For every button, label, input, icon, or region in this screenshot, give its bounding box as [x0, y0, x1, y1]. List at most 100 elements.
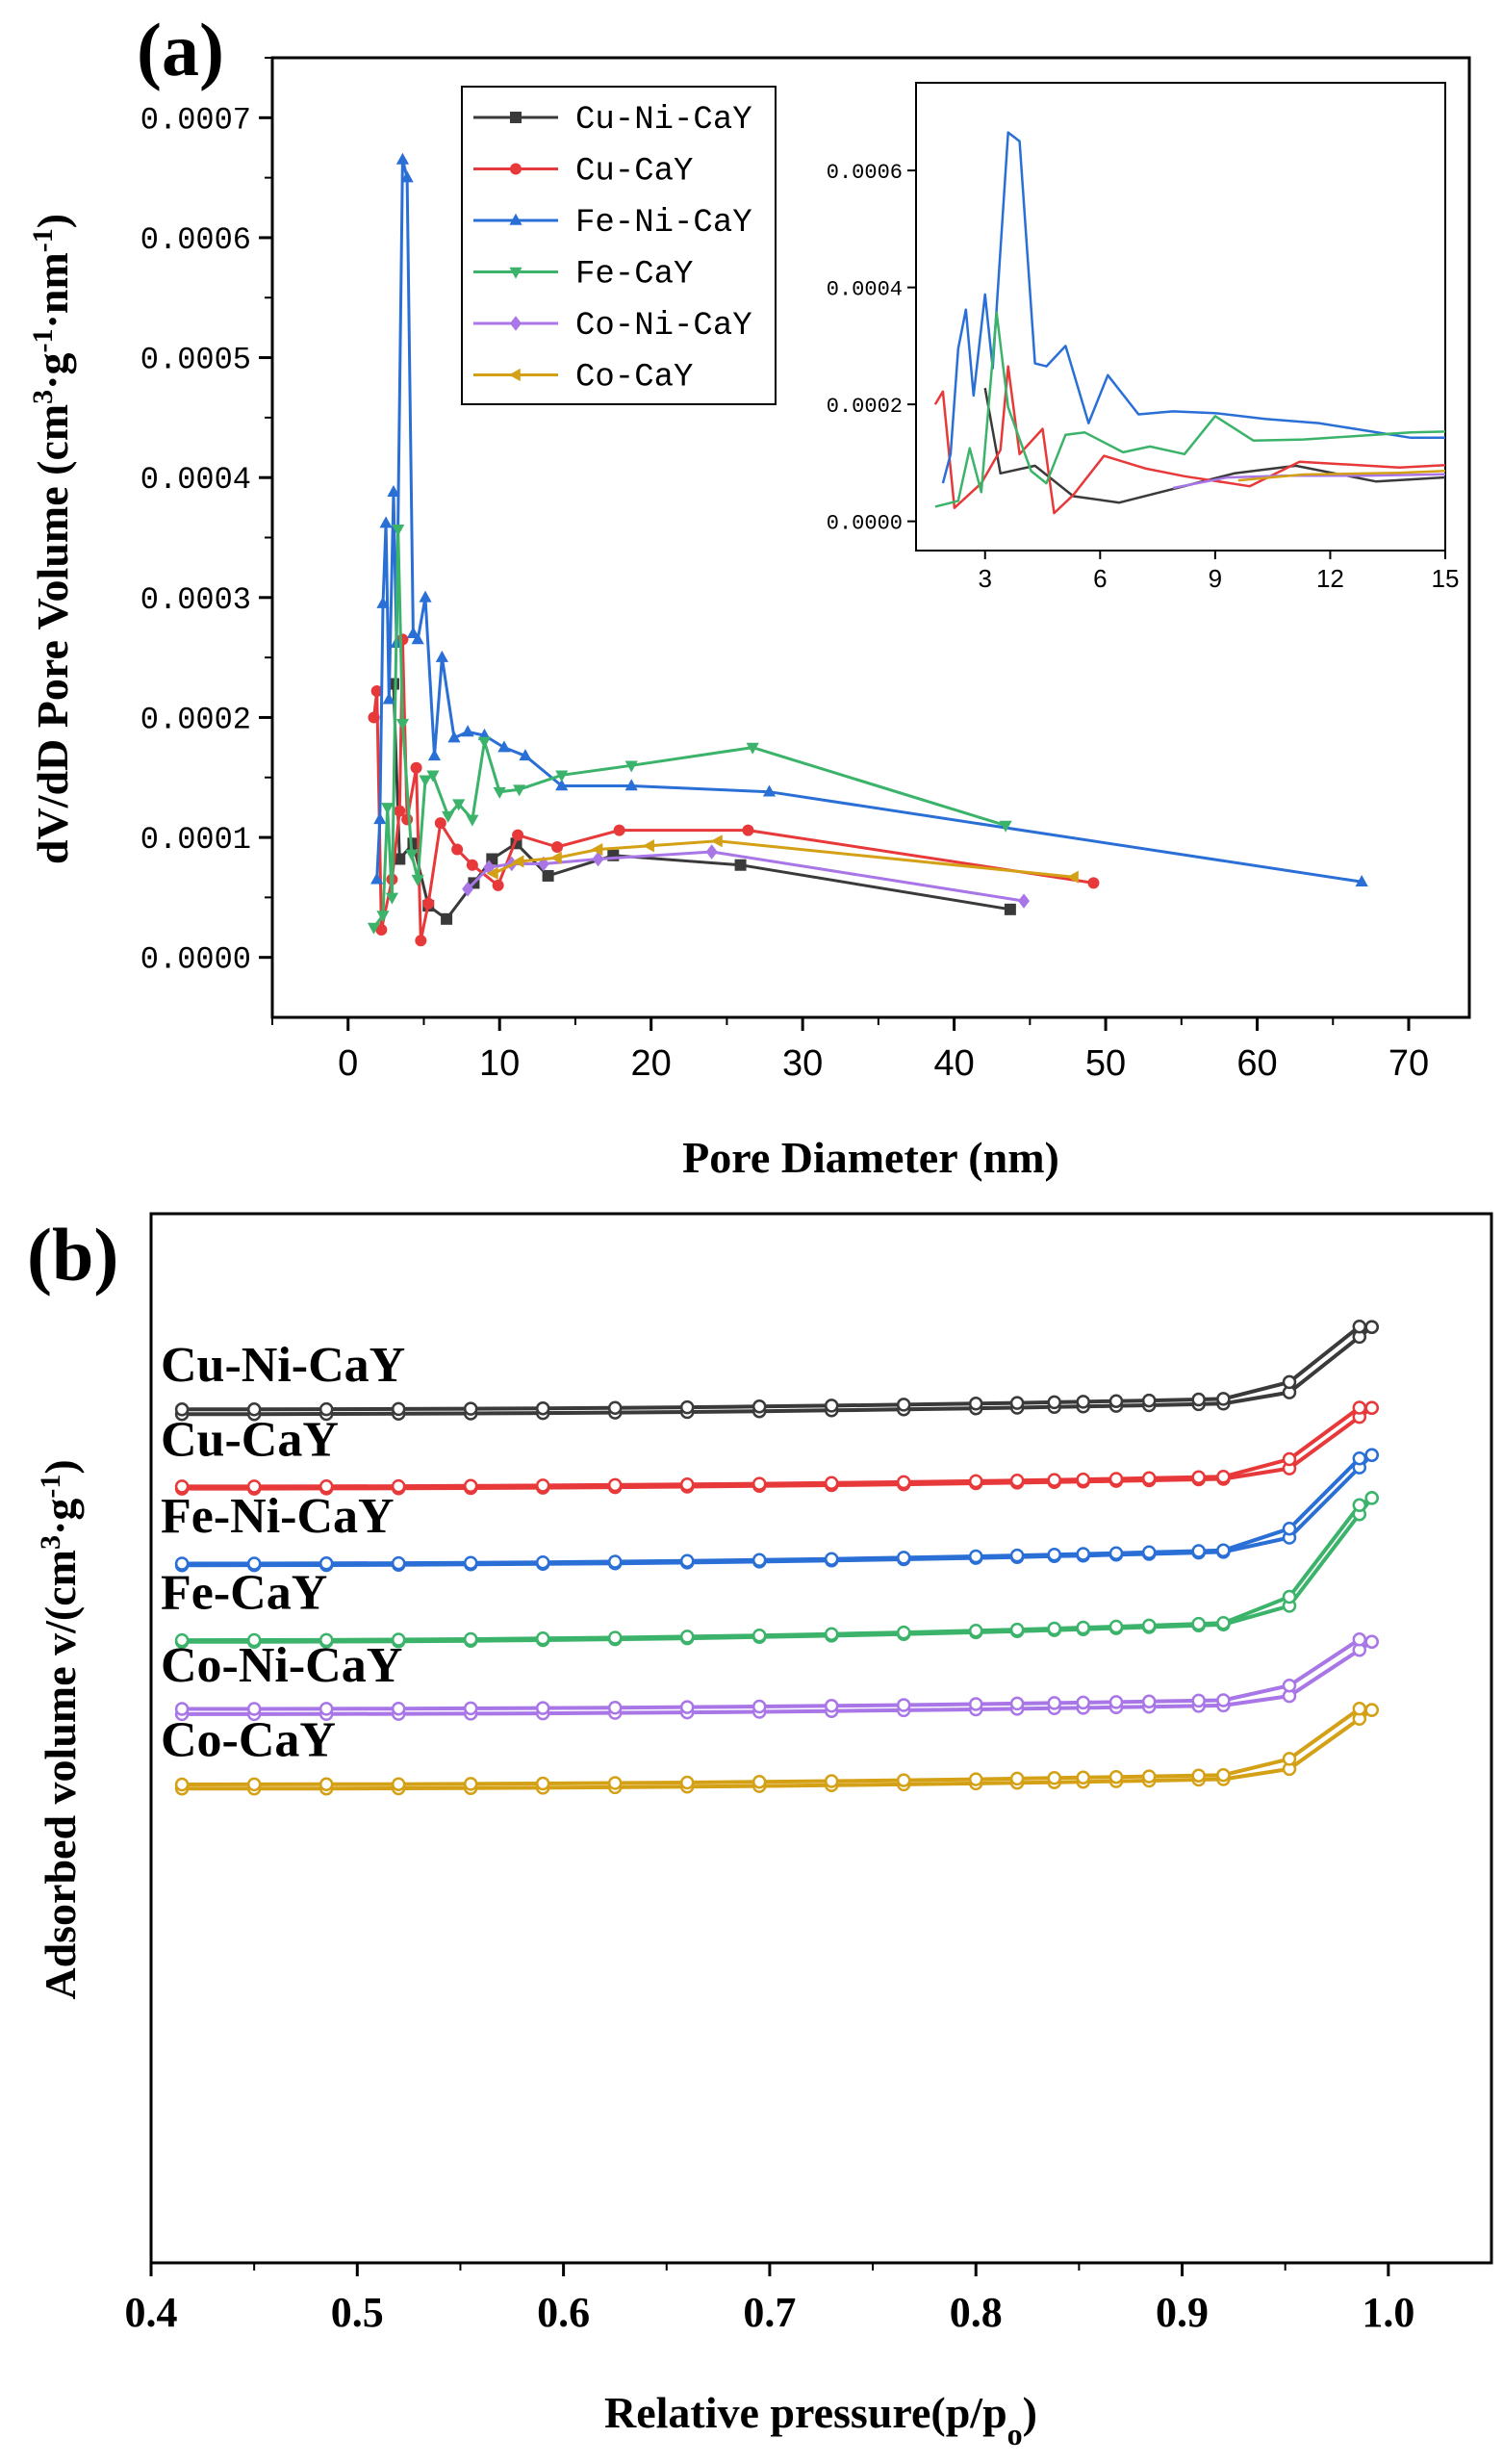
- data-point: [375, 924, 388, 937]
- data-point: [368, 711, 380, 724]
- x-tick-label: 70: [1388, 1043, 1429, 1084]
- isotherm-fe-cay: [174, 1491, 1379, 1649]
- isotherm-point: [1352, 1400, 1367, 1415]
- isotherm-label-co-cay: Co-CaY: [161, 1712, 336, 1767]
- y-tick-label: 0.0000: [140, 942, 251, 978]
- data-point: [452, 799, 466, 811]
- data-point: [624, 779, 638, 791]
- data-point: [405, 849, 419, 861]
- data-point: [411, 874, 424, 886]
- data-point: [395, 718, 410, 731]
- isotherm-point: [1364, 1634, 1379, 1649]
- adsorption-branch: [182, 1325, 1373, 1417]
- data-point: [466, 814, 479, 827]
- isotherm-point: [1191, 1392, 1206, 1407]
- data-point: [400, 170, 414, 183]
- isotherm-point: [463, 1555, 478, 1570]
- isotherm-point: [391, 1777, 406, 1791]
- panel-a-xlabel: Pore Diameter (nm): [682, 1133, 1059, 1182]
- data-point: [392, 524, 405, 536]
- data-point: [493, 786, 506, 799]
- isotherm-point: [1076, 1770, 1090, 1785]
- data-point: [477, 736, 492, 749]
- isotherm-point: [535, 1400, 550, 1416]
- legend-label: Co-Ni-CaY: [575, 308, 752, 345]
- isotherm-point: [824, 1476, 839, 1491]
- panel-b-xlabel: Relative pressure(p/po): [604, 2388, 1037, 2451]
- panel-b-letter: (b): [27, 1213, 118, 1296]
- isotherm-point: [824, 1774, 839, 1788]
- isotherm-label-cu-cay: Cu-CaY: [161, 1413, 339, 1468]
- x-tick-label: 0.4: [125, 2289, 178, 2336]
- isotherm-point: [1108, 1695, 1124, 1709]
- isotherm-point: [535, 1776, 550, 1791]
- inset-x-tick-label: 15: [1432, 564, 1460, 593]
- isotherm-point: [174, 1702, 190, 1716]
- isotherm-point: [1076, 1472, 1090, 1487]
- isotherm-point: [968, 1623, 983, 1638]
- isotherm-point: [607, 1554, 623, 1569]
- isotherm-point: [1191, 1544, 1206, 1558]
- desorption-branch: [182, 1324, 1372, 1412]
- legend-label: Co-CaY: [575, 360, 693, 397]
- data-point: [373, 812, 387, 825]
- isotherm-point: [391, 1401, 406, 1417]
- data-point: [492, 879, 504, 891]
- inset-y-tick-label: 0.0002: [827, 395, 903, 419]
- data-point: [1355, 874, 1368, 886]
- x-tick-label: 0: [338, 1043, 358, 1084]
- x-tick-label: 50: [1085, 1043, 1126, 1084]
- isotherm-point: [1076, 1547, 1090, 1561]
- panel-a-chart: 0 10 20 30 40 50 60 70 0.0000 0.0001 0.0002 0.0003 0…: [27, 56, 1471, 1182]
- data-point: [592, 851, 604, 867]
- isotherm-point: [1009, 1622, 1025, 1637]
- y-tick-label: 0.0006: [140, 222, 251, 258]
- isotherm-point: [1216, 1615, 1231, 1630]
- data-point: [419, 775, 432, 787]
- isotherm-point: [607, 1776, 623, 1790]
- isotherm-point: [535, 1631, 550, 1646]
- isotherm-point: [174, 1556, 190, 1571]
- series-fe-cay: [367, 524, 1012, 935]
- data-point: [710, 834, 723, 848]
- isotherm-point: [318, 1556, 334, 1571]
- isotherm-point: [679, 1477, 695, 1492]
- isotherm-point: [968, 1474, 983, 1489]
- data-point: [512, 829, 524, 841]
- legend-entry-co-cay: Co-CaY: [473, 360, 693, 397]
- legend-entry-cu-cay: Cu-CaY: [473, 154, 693, 191]
- adsorption-branch: [182, 1640, 1373, 1716]
- data-point: [370, 685, 383, 698]
- adsorption-branch: [182, 1406, 1373, 1491]
- inset-line-co-cay: [1237, 470, 1445, 482]
- inset-series: [933, 131, 1445, 515]
- legend-marker: [508, 368, 521, 382]
- isotherm-label-fe-ni-cay: Fe-Ni-CaY: [161, 1489, 395, 1544]
- isotherm-point: [896, 1625, 911, 1640]
- series-cu-ni-cay: [387, 678, 1016, 925]
- y-tick-label: 0.0007: [140, 102, 251, 138]
- data-point: [451, 843, 464, 856]
- isotherm-point: [1076, 1395, 1090, 1409]
- isotherm-point: [1141, 1545, 1157, 1560]
- panel-b-frame: [149, 1212, 1493, 2265]
- isotherm-point: [752, 1399, 767, 1414]
- isotherm-point: [968, 1772, 983, 1786]
- isotherm-point: [1191, 1616, 1206, 1631]
- data-point: [624, 760, 638, 773]
- data-point: [762, 784, 777, 797]
- isotherm-point: [1282, 1374, 1297, 1390]
- data-point: [381, 803, 395, 815]
- inset-y-tick-label: 0.0000: [827, 512, 903, 536]
- panel-b-chart: 0.4 0.5 0.6 0.7 0.8 0.9 1.0 Cu-Ni-CaY Cu-CaY Fe-…: [35, 1212, 1493, 2451]
- isotherm-point: [1191, 1470, 1206, 1485]
- isotherm-point: [1216, 1392, 1231, 1406]
- data-point: [376, 596, 390, 608]
- isotherm-point: [752, 1699, 767, 1714]
- legend-label: Cu-CaY: [575, 154, 693, 191]
- data-point: [410, 761, 422, 774]
- isotherm-point: [174, 1777, 190, 1792]
- data-point: [382, 692, 395, 705]
- data-point: [519, 749, 532, 761]
